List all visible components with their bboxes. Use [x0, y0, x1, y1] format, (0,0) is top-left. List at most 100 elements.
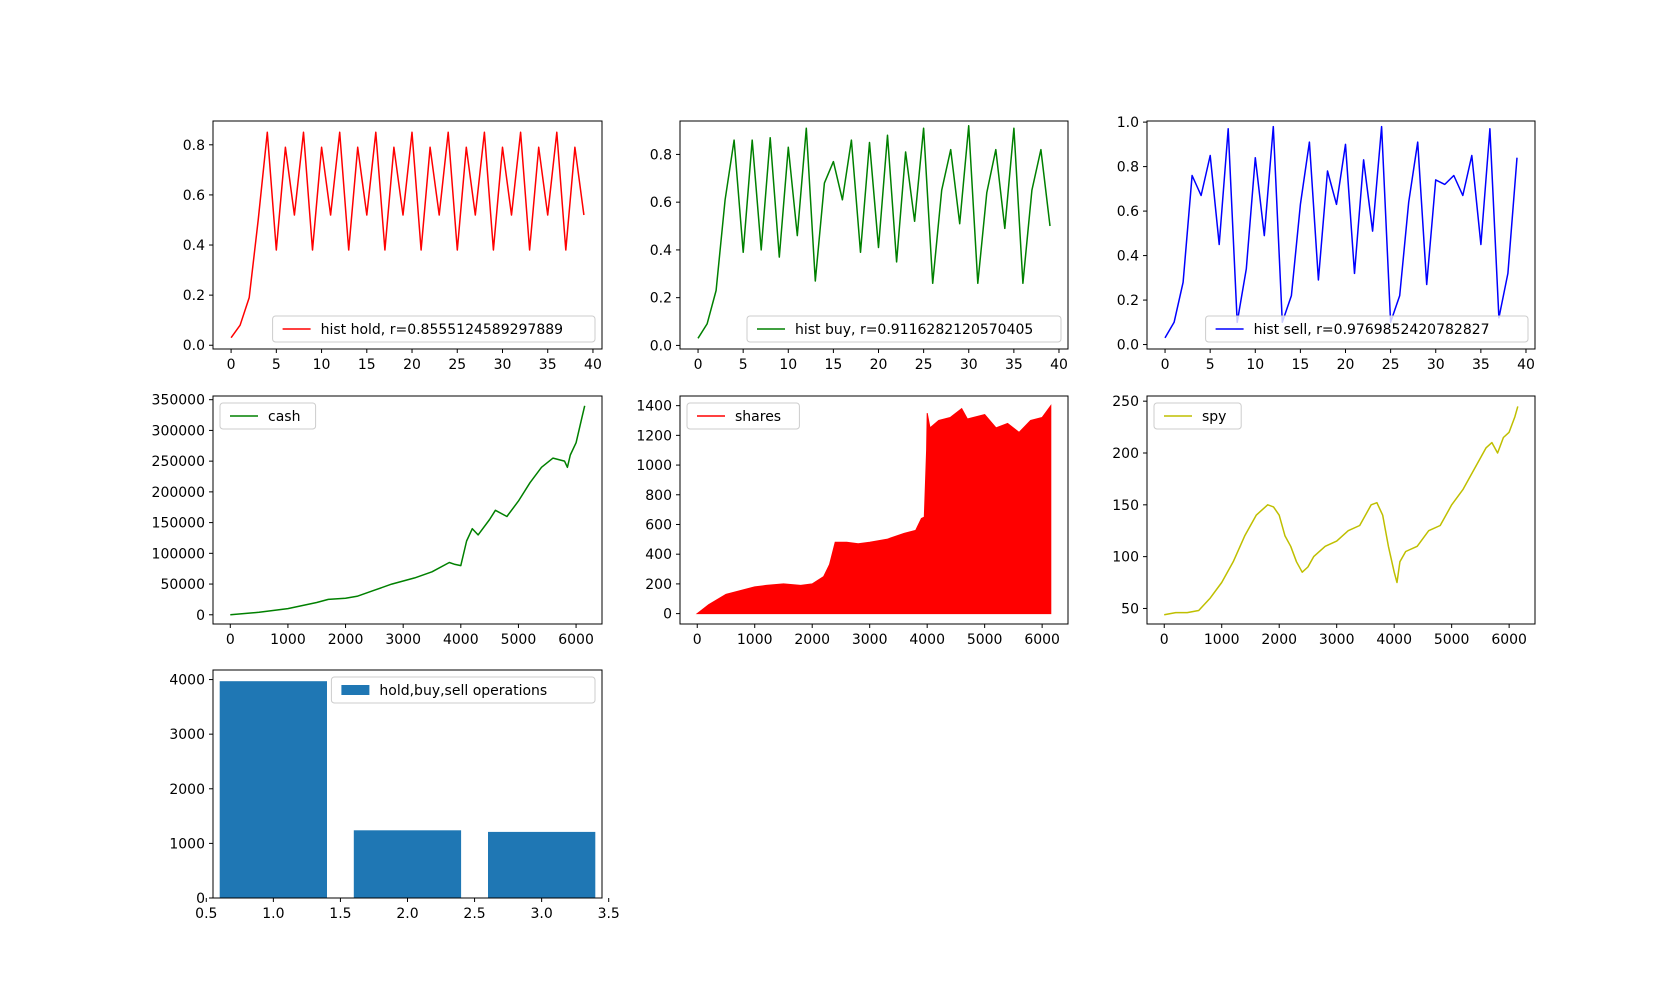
y-tick-label: 200000 [152, 485, 205, 501]
legend-label: hist buy, r=0.9116282120570405 [795, 322, 1033, 338]
bar-3 [488, 831, 596, 898]
x-tick-label: 30 [1427, 357, 1445, 373]
x-tick-label: 15 [358, 357, 376, 373]
y-tick-label: 600 [645, 517, 672, 533]
y-tick-label: 0.0 [1117, 338, 1139, 354]
y-tick-label: 250 [1112, 394, 1139, 410]
x-tick-label: 30 [960, 357, 978, 373]
legend-spy: spy [1153, 402, 1242, 430]
y-tick-label: 0.6 [183, 188, 205, 204]
y-tick-label: 150000 [152, 516, 205, 532]
x-tick-label: 40 [1050, 357, 1068, 373]
y-tick-label: 0.4 [183, 238, 205, 254]
y-tick-label: 50 [1121, 601, 1139, 617]
x-tick-label: 15 [1291, 357, 1309, 373]
y-tick-label: 1000 [169, 836, 205, 852]
legend-label: shares [735, 409, 781, 425]
x-tick-label: 2.5 [463, 906, 485, 922]
legend-cash: cash [219, 402, 317, 430]
plot-area-shares [695, 404, 1052, 615]
axes-frame-shares [679, 395, 1069, 625]
legend-label: hold,buy,sell operations [379, 683, 547, 699]
legend-hold: hist hold, r=0.8555124589297889 [272, 315, 596, 343]
x-tick-label: 4000 [909, 632, 945, 648]
y-tick-label: 0.4 [650, 243, 672, 259]
legend-label: hist sell, r=0.9769852420782827 [1254, 322, 1490, 338]
chart-buy: 0 5 10 15 20 25 30 35 40 0.0 0.2 0.4 0.6 0.8 hist buy,… [650, 120, 1069, 373]
y-tick-label: 200 [645, 577, 672, 593]
x-tick-label: 1000 [1204, 632, 1240, 648]
legend-box [686, 402, 800, 430]
legend-label: hist hold, r=0.8555124589297889 [321, 322, 563, 338]
y-tick-label: 0.8 [1117, 160, 1139, 176]
legend-box [1153, 402, 1242, 430]
y-tick-label: 4000 [169, 673, 205, 689]
x-tick-label: 15 [824, 357, 842, 373]
axes-frame-buy [679, 120, 1069, 350]
chart-spy: 0 1000 2000 3000 4000 5000 6000 50 100 150 200 250 s… [1112, 394, 1536, 648]
bar-2 [353, 830, 462, 898]
x-tick-label: 6000 [1491, 632, 1527, 648]
plot-area-spy [1164, 406, 1519, 616]
chart-hold: 0 5 10 15 20 25 30 35 40 0.0 0.2 0.4 0.6 0.8 hist hold… [183, 120, 603, 373]
x-tick-label: 3000 [385, 632, 421, 648]
x-tick-label: 0 [693, 632, 702, 648]
y-tick-label: 0 [196, 608, 205, 624]
y-tick-label: 1.0 [1117, 115, 1139, 131]
legend-label: cash [268, 409, 300, 425]
y-tick-label: 1400 [636, 399, 672, 415]
series-line-sell [1164, 125, 1518, 339]
y-tick-label: 0 [663, 607, 672, 623]
series-area-shares [695, 404, 1052, 615]
plot-area-buy [697, 125, 1051, 339]
legend-box [330, 676, 596, 704]
plot-area-hold [230, 131, 585, 339]
x-tick-label: 10 [779, 357, 797, 373]
axes-frame-spy [1146, 395, 1536, 625]
series-line-spy [1164, 406, 1519, 616]
x-tick-label: 2000 [794, 632, 830, 648]
y-tick-label: 100000 [152, 546, 205, 562]
y-tick-label: 2000 [169, 782, 205, 798]
x-tick-label: 5000 [967, 632, 1003, 648]
x-tick-label: 5000 [1434, 632, 1470, 648]
y-tick-label: 50000 [160, 577, 205, 593]
y-tick-label: 150 [1112, 498, 1139, 514]
x-tick-label: 2000 [328, 632, 364, 648]
x-tick-label: 30 [494, 357, 512, 373]
legend-swatch [341, 685, 370, 695]
legend-ops: hold,buy,sell operations [330, 676, 596, 704]
x-tick-label: 35 [1005, 357, 1023, 373]
x-tick-label: 1000 [270, 632, 306, 648]
bar-1 [219, 681, 327, 898]
legend-buy: hist buy, r=0.9116282120570405 [746, 315, 1062, 343]
x-tick-label: 20 [403, 357, 421, 373]
y-tick-label: 3000 [169, 727, 205, 743]
x-tick-label: 3000 [1319, 632, 1355, 648]
x-tick-label: 20 [870, 357, 888, 373]
x-tick-label: 0 [1161, 357, 1170, 373]
x-tick-label: 5000 [501, 632, 537, 648]
x-tick-label: 35 [1472, 357, 1490, 373]
x-tick-label: 2000 [1261, 632, 1297, 648]
legend-shares: shares [686, 402, 800, 430]
x-tick-label: 0 [227, 357, 236, 373]
x-tick-label: 25 [915, 357, 933, 373]
x-tick-label: 3.5 [598, 906, 620, 922]
x-tick-label: 20 [1337, 357, 1355, 373]
plot-area-ops [219, 681, 596, 898]
y-tick-label: 0.0 [650, 338, 672, 354]
y-tick-label: 0.0 [183, 338, 205, 354]
legend-label: spy [1202, 409, 1226, 425]
chart-shares: 0 1000 2000 3000 4000 5000 6000 0 200 400 600 800 10… [636, 395, 1069, 648]
chart-cash: 0 1000 2000 3000 4000 5000 6000 0 50000 100000 150… [152, 393, 603, 648]
x-tick-label: 35 [539, 357, 557, 373]
x-tick-label: 3.0 [531, 906, 553, 922]
plot-area-sell [1164, 125, 1518, 339]
x-tick-label: 1000 [737, 632, 773, 648]
legend-box [746, 315, 1062, 343]
y-tick-label: 0.4 [1117, 249, 1139, 265]
axes-frame-sell [1146, 120, 1536, 350]
y-tick-label: 350000 [152, 393, 205, 409]
